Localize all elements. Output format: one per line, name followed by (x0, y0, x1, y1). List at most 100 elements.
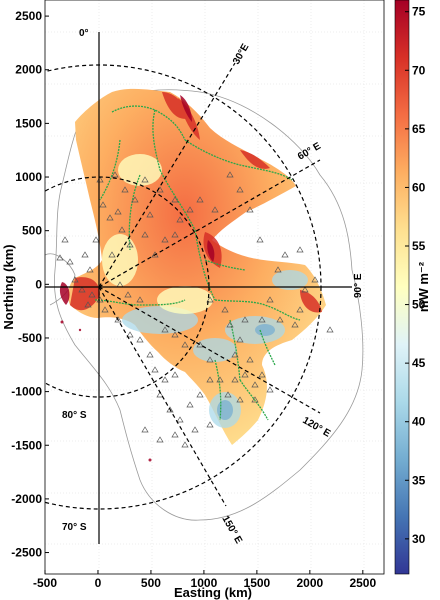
y-tick-label: -1000 (11, 385, 42, 399)
station-triangle (146, 211, 154, 218)
y-tick-label: -500 (18, 331, 42, 345)
station-triangle (136, 296, 144, 303)
y-tick-label: 1000 (15, 170, 42, 184)
label-90e: 90° E (353, 273, 364, 298)
colorbar-gradient (394, 0, 410, 575)
station-triangle (231, 351, 239, 358)
colorbar-tick-label: 45 (412, 356, 426, 370)
x-tick-label: 1500 (244, 576, 271, 590)
y-tick-label: 1500 (15, 116, 42, 130)
station-triangle (146, 351, 154, 358)
station-triangle (126, 331, 134, 338)
station-triangle (86, 266, 94, 273)
station-triangle (256, 236, 264, 243)
station-triangle (171, 431, 179, 438)
station-triangle (61, 236, 69, 243)
station-triangle (311, 276, 319, 283)
colorbar-tick-label: 70 (412, 63, 426, 77)
station-triangle (206, 421, 214, 428)
station-triangle (84, 301, 92, 308)
plot-frame (44, 0, 385, 575)
station-triangle (221, 306, 229, 313)
station-triangle (196, 196, 204, 203)
x-tick-label: 0 (95, 576, 102, 590)
station-triangle (161, 236, 169, 243)
station-triangle (99, 201, 107, 208)
station-triangle (141, 231, 149, 238)
colorbar-ticks: 75 70 65 60 55 50 45 40 35 30 (405, 5, 426, 546)
station-triangle (126, 241, 134, 248)
colorbar-tick-label: 65 (412, 122, 426, 136)
station-triangle (206, 296, 214, 303)
station-triangle (258, 316, 266, 323)
colorbar-tick-label: 60 (412, 180, 426, 194)
y-tick-label: 500 (22, 224, 42, 238)
station-triangle (151, 366, 159, 373)
y-tick-label: 0 (35, 277, 42, 291)
station-triangle (161, 326, 169, 333)
station-triangle (161, 376, 169, 383)
x-tick-label: 1000 (191, 576, 218, 590)
station-triangle (171, 371, 179, 378)
station-triangle (131, 196, 139, 203)
station-triangle (141, 176, 149, 183)
station-triangle (246, 356, 254, 363)
y-tick-label: -2500 (11, 546, 42, 560)
station-triangle (56, 254, 64, 261)
station-triangle (171, 331, 179, 338)
colorbar: 75 70 65 60 55 50 45 40 35 30 mW m⁻² (394, 0, 431, 575)
station-triangle (236, 186, 244, 193)
station-triangle (196, 391, 204, 398)
station-triangle (141, 426, 149, 433)
x-tick-label: 2500 (349, 576, 376, 590)
y-tick-label: -2000 (11, 492, 42, 506)
station-triangle (236, 396, 244, 403)
station-triangle (111, 171, 119, 178)
station-triangle (108, 251, 116, 258)
station-triangle (258, 371, 266, 378)
colorbar-tick-label: 35 (412, 473, 426, 487)
coastline-peninsula (45, 253, 76, 306)
x-tick-label: 2000 (296, 576, 323, 590)
station-triangle (66, 258, 74, 265)
station-triangle (236, 336, 244, 343)
station-triangle (88, 291, 96, 298)
station-triangle (176, 216, 184, 223)
station-triangle (224, 391, 232, 398)
station-triangle (266, 386, 274, 393)
station-triangle (101, 306, 109, 313)
colorbar-tick-label: 30 (412, 532, 426, 546)
station-markers (56, 171, 334, 448)
station-triangle (156, 436, 164, 443)
label-80s: 80° S (62, 410, 87, 421)
colorbar-tick-label: 55 (412, 239, 426, 253)
station-triangle (274, 266, 282, 273)
station-triangle (92, 236, 100, 243)
station-triangle (296, 246, 304, 253)
station-triangle (81, 251, 89, 258)
station-triangle (211, 206, 219, 213)
station-triangle (281, 251, 289, 258)
y-tick-label: 2500 (15, 9, 42, 23)
station-triangle (171, 231, 179, 238)
station-triangle (301, 286, 309, 293)
x-tick-label: 500 (141, 576, 161, 590)
station-triangle (186, 401, 194, 408)
station-triangle (118, 226, 126, 233)
station-triangle (186, 206, 194, 213)
station-triangle (136, 336, 144, 343)
x-axis: -500 0 500 1000 1500 2000 2500 (33, 570, 376, 590)
station-triangle (206, 376, 214, 383)
station-triangle (114, 316, 122, 323)
station-triangle (121, 186, 129, 193)
colorbar-tick-label: 75 (412, 5, 426, 19)
station-triangle (291, 321, 299, 328)
station-triangle (226, 321, 234, 328)
label-70s: 70° S (62, 522, 87, 533)
station-triangle (171, 196, 179, 203)
y-tick-label: 2000 (15, 63, 42, 77)
station-triangle (251, 396, 259, 403)
station-triangle (216, 376, 224, 383)
station-triangle (106, 214, 114, 221)
